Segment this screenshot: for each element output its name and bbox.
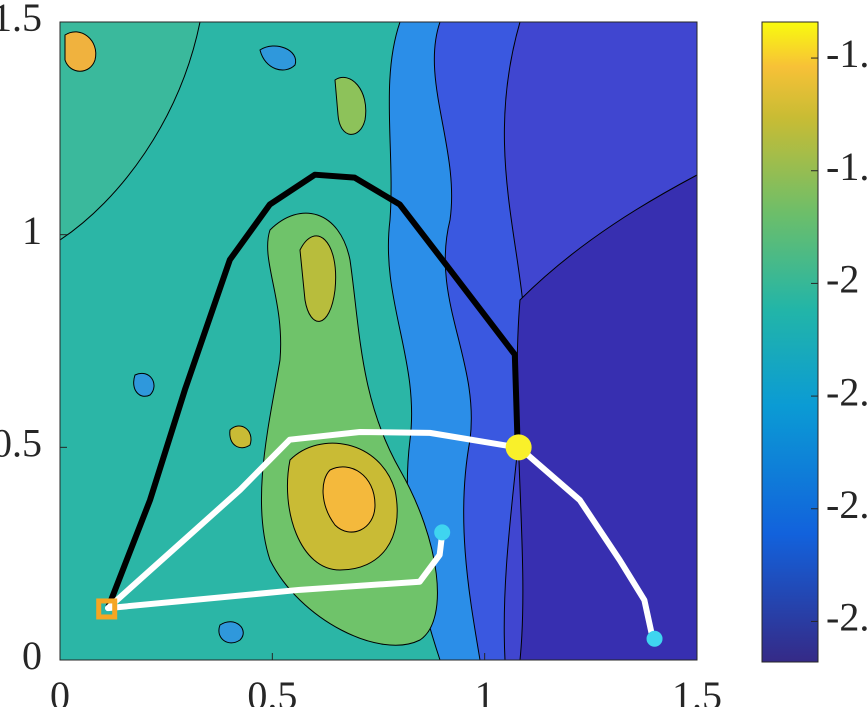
path-line — [516, 444, 656, 641]
path-line — [104, 429, 523, 612]
y-tick-label: 0 — [22, 633, 42, 678]
colorbar-tick-label: -2.25 — [826, 369, 868, 414]
point-marker — [434, 524, 451, 541]
colorbar-tick-label: -2.75 — [826, 595, 868, 640]
path-line — [104, 171, 521, 612]
colorbar-tick-label: -2.5 — [826, 482, 868, 527]
y-tick-label: 1 — [22, 208, 42, 253]
colorbar — [761, 21, 819, 663]
x-tick-label: 0 — [50, 673, 70, 707]
colorbar-tick-label: -1.75 — [826, 144, 868, 189]
path-line — [104, 526, 446, 612]
plot-frame — [59, 21, 698, 661]
x-tick-label: 0.5 — [247, 673, 297, 707]
colorbar-tick-label: -1.5 — [826, 31, 868, 76]
x-tick-label: 1 — [475, 673, 495, 707]
colorbar-tick-label: -2 — [826, 257, 859, 302]
point-marker — [505, 434, 532, 461]
y-tick-label: 0.5 — [0, 421, 42, 466]
y-tick-label: 1.5 — [0, 0, 42, 40]
start-marker — [96, 598, 118, 620]
contour-field — [60, 22, 697, 660]
point-marker — [646, 630, 663, 647]
x-tick-label: 1.5 — [672, 673, 722, 707]
